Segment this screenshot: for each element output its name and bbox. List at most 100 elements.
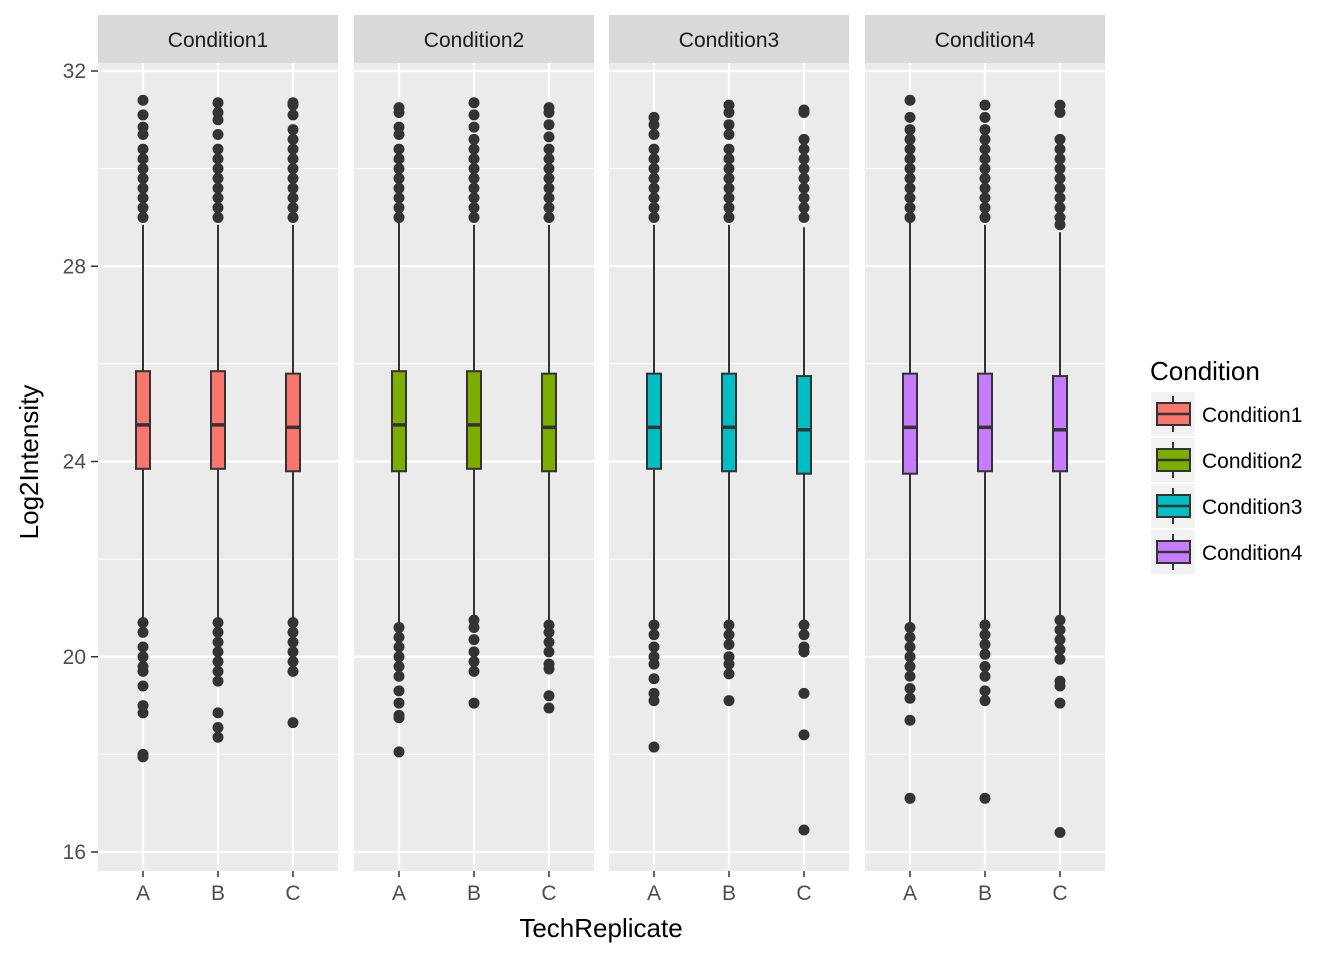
outlier-point <box>468 121 480 133</box>
facet-strip-label: Condition3 <box>679 29 779 52</box>
box-body <box>1052 375 1068 473</box>
outlier-point <box>212 192 224 204</box>
box-body <box>721 372 737 473</box>
outlier-point <box>798 646 810 658</box>
outlier-point <box>543 636 555 648</box>
box-body <box>210 370 226 470</box>
outlier-point <box>904 172 916 184</box>
box-body <box>646 372 662 470</box>
outlier-point <box>212 202 224 214</box>
outlier-point <box>212 731 224 743</box>
outlier-point <box>798 192 810 204</box>
outlier-point <box>393 102 405 114</box>
outlier-point <box>137 626 149 638</box>
outlier-point <box>979 211 991 223</box>
facet-panel-1: Condition1 A B C <box>98 15 338 905</box>
outlier-point <box>904 792 916 804</box>
outlier-point <box>468 153 480 165</box>
outlier-point <box>287 626 299 638</box>
outlier-point <box>904 111 916 123</box>
outlier-point <box>798 629 810 641</box>
outlier-point <box>137 617 149 629</box>
x-tick-label: A <box>647 882 661 905</box>
outlier-point <box>212 182 224 194</box>
outlier-point <box>212 153 224 165</box>
outlier-point <box>798 163 810 175</box>
outlier-point <box>723 163 735 175</box>
box-B <box>977 99 993 804</box>
outlier-point <box>393 651 405 663</box>
outlier-point <box>468 697 480 709</box>
outlier-point <box>904 202 916 214</box>
box-A <box>391 102 407 758</box>
outlier-point <box>723 128 735 140</box>
outlier-point <box>137 94 149 106</box>
outlier-point <box>723 639 735 651</box>
outlier-point <box>723 202 735 214</box>
box-A <box>135 94 151 763</box>
outlier-point <box>648 111 660 123</box>
outlier-point <box>468 211 480 223</box>
outlier-point <box>543 690 555 702</box>
outlier-point <box>979 695 991 707</box>
outlier-point <box>979 661 991 673</box>
outlier-point <box>287 665 299 677</box>
box-B <box>466 97 482 709</box>
box-C <box>285 97 301 729</box>
outlier-point <box>137 153 149 165</box>
outlier-point <box>979 172 991 184</box>
outlier-point <box>979 685 991 697</box>
outlier-point <box>979 629 991 641</box>
outlier-point <box>1054 643 1066 655</box>
outlier-point <box>393 163 405 175</box>
x-tick-label: C <box>796 882 811 905</box>
outlier-point <box>904 631 916 643</box>
outlier-point <box>798 133 810 145</box>
outlier-point <box>648 211 660 223</box>
outlier-point <box>393 685 405 697</box>
outlier-point <box>979 143 991 155</box>
outlier-point <box>798 211 810 223</box>
outlier-point <box>723 695 735 707</box>
outlier-point <box>468 97 480 109</box>
outlier-point <box>137 172 149 184</box>
legend: Condition Condition1 Condition2 Condition3… <box>1150 356 1303 574</box>
outlier-point <box>468 143 480 155</box>
outlier-point <box>393 697 405 709</box>
outlier-point <box>1054 634 1066 646</box>
outlier-point <box>543 163 555 175</box>
outlier-point <box>543 663 555 675</box>
outlier-point <box>212 143 224 155</box>
outlier-point <box>904 143 916 155</box>
outlier-point <box>393 641 405 653</box>
outlier-point <box>287 636 299 648</box>
outlier-point <box>1054 163 1066 175</box>
outlier-point <box>979 639 991 651</box>
outlier-point <box>543 131 555 143</box>
legend-label: Condition3 <box>1202 496 1302 519</box>
x-tick-label: C <box>1052 882 1067 905</box>
outlier-point <box>393 121 405 133</box>
outlier-point <box>393 746 405 758</box>
outlier-point <box>543 119 555 131</box>
box-body <box>977 372 993 473</box>
outlier-point <box>904 94 916 106</box>
outlier-point <box>543 211 555 223</box>
outlier-point <box>212 646 224 658</box>
legend-label: Condition1 <box>1202 404 1302 427</box>
outlier-point <box>1054 143 1066 155</box>
x-tick-label: A <box>903 882 917 905</box>
outlier-point <box>979 153 991 165</box>
outlier-point <box>798 824 810 836</box>
y-tick-label: 16 <box>63 841 86 864</box>
facet-panel-3: Condition3 A B C <box>609 15 849 905</box>
outlier-point <box>468 656 480 668</box>
outlier-point <box>979 99 991 111</box>
outlier-point <box>648 673 660 685</box>
box-C <box>796 104 812 836</box>
outlier-point <box>393 631 405 643</box>
legend-item-1: Condition1 <box>1151 392 1302 436</box>
outlier-point <box>137 109 149 121</box>
y-axis: 16 20 24 28 32 <box>63 60 98 864</box>
